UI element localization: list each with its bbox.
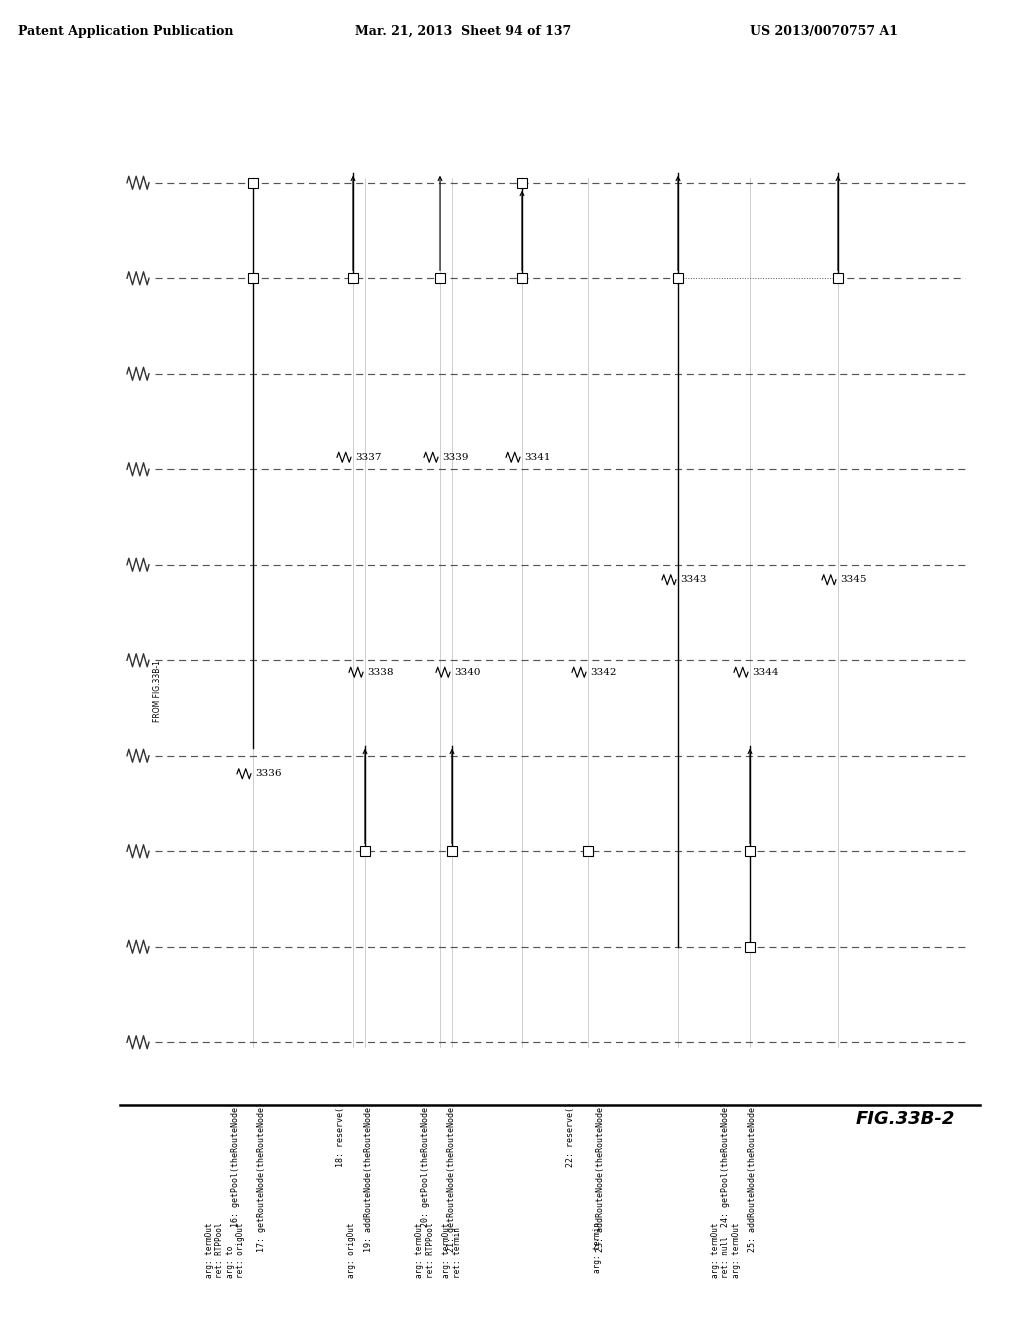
Text: 3343: 3343 (680, 576, 707, 585)
Bar (834, 273, 843, 284)
Bar (584, 846, 593, 857)
Text: arg: termin: arg: termin (594, 1222, 602, 1272)
Text: 22: reserve(): 22: reserve() (565, 1102, 574, 1167)
Text: FIG.33B-2: FIG.33B-2 (856, 1110, 955, 1129)
Bar (447, 846, 457, 857)
Text: 16: getPool(theRouteNode): 16: getPool(theRouteNode) (231, 1102, 241, 1228)
Text: Mar. 21, 2013  Sheet 94 of 137: Mar. 21, 2013 Sheet 94 of 137 (355, 25, 571, 38)
Text: 20: getPool(theRouteNode): 20: getPool(theRouteNode) (422, 1102, 430, 1228)
Text: 18: reserve(): 18: reserve() (336, 1102, 344, 1167)
Text: 3345: 3345 (840, 576, 866, 585)
Bar (348, 273, 357, 284)
Bar (745, 846, 755, 857)
Text: 23: addRouteNode(theRouteNode): 23: addRouteNode(theRouteNode) (596, 1102, 604, 1251)
Bar (248, 273, 258, 284)
Text: arg: termOut
ret: RTPPool
arg: to
ret: origOut: arg: termOut ret: RTPPool arg: to ret: o… (205, 1222, 245, 1278)
Text: 3340: 3340 (454, 668, 480, 677)
Text: 3336: 3336 (255, 770, 282, 779)
Text: 19: addRouteNode(theRouteNode): 19: addRouteNode(theRouteNode) (364, 1102, 373, 1251)
Text: FROM FIG.33B-1: FROM FIG.33B-1 (153, 660, 162, 722)
Bar (360, 846, 370, 857)
Text: 3339: 3339 (442, 453, 469, 462)
Bar (745, 941, 755, 952)
Bar (248, 178, 258, 187)
Text: arg: termOut
ret: null
arg: termOut: arg: termOut ret: null arg: termOut (711, 1222, 741, 1278)
Text: arg: termOut
ret: RTPPool: arg: termOut ret: RTPPool (416, 1222, 435, 1278)
Text: arg: termOut
ret: termin: arg: termOut ret: termin (442, 1222, 462, 1278)
Text: Patent Application Publication: Patent Application Publication (18, 25, 233, 38)
Text: 25: addRouteNode(theRouteNode): 25: addRouteNode(theRouteNode) (748, 1102, 757, 1251)
Text: 3341: 3341 (524, 453, 551, 462)
Text: 3342: 3342 (590, 668, 616, 677)
Text: 3338: 3338 (367, 668, 393, 677)
Text: 24: getPool(theRouteNode): 24: getPool(theRouteNode) (722, 1102, 730, 1228)
Text: 17: getRouteNode(theRouteNode): 17: getRouteNode(theRouteNode) (257, 1102, 266, 1251)
Text: 21: getRouteNode(theRouteNode): 21: getRouteNode(theRouteNode) (447, 1102, 457, 1251)
Text: US 2013/0070757 A1: US 2013/0070757 A1 (750, 25, 898, 38)
Text: 3344: 3344 (752, 668, 778, 677)
Bar (517, 273, 526, 284)
Bar (435, 273, 444, 284)
Bar (673, 273, 683, 284)
Text: arg: origOut: arg: origOut (347, 1222, 356, 1278)
Text: 3337: 3337 (355, 453, 382, 462)
Bar (517, 178, 526, 187)
